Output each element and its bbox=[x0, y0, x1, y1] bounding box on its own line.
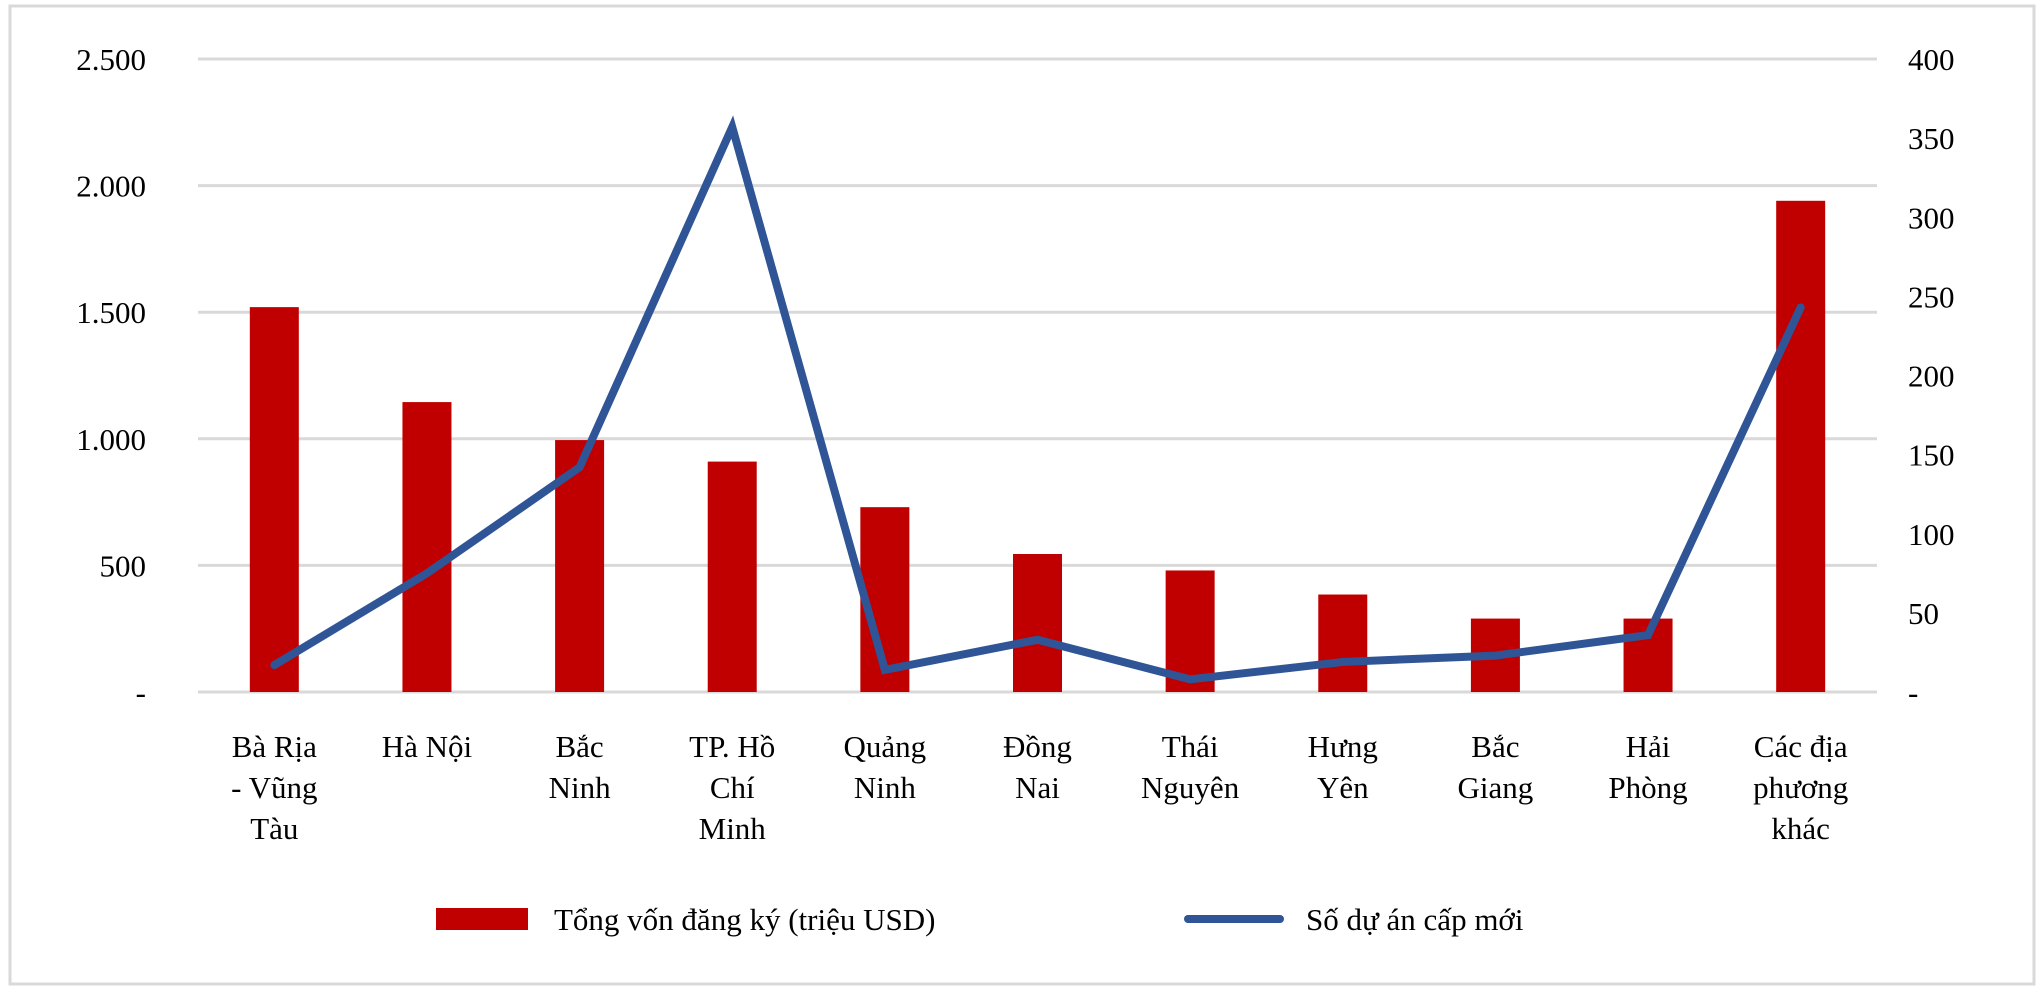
right-tick-label: 250 bbox=[1908, 279, 1955, 314]
category-label: Các địa bbox=[1754, 729, 1848, 764]
legend-line-label: Số dự án cấp mới bbox=[1306, 902, 1524, 937]
left-tick-label: 1.000 bbox=[76, 422, 146, 457]
category-label: Yên bbox=[1317, 770, 1369, 805]
legend-bar-label: Tổng vốn đăng ký (triệu USD) bbox=[554, 902, 935, 937]
category-label: Nai bbox=[1015, 770, 1060, 805]
legend-bar-swatch bbox=[436, 908, 528, 930]
left-tick-label: - bbox=[136, 675, 146, 710]
category-label: Hà Nội bbox=[382, 729, 473, 764]
bar bbox=[1776, 200, 1826, 693]
bar bbox=[1318, 594, 1368, 692]
bar bbox=[402, 402, 452, 692]
category-label: Bắc bbox=[1471, 729, 1519, 764]
category-label: - Vũng bbox=[231, 770, 317, 805]
right-tick-label: 400 bbox=[1908, 42, 1955, 77]
left-tick-label: 500 bbox=[100, 548, 147, 583]
category-label: Bà Rịa bbox=[232, 729, 317, 764]
left-tick-label: 2.500 bbox=[76, 42, 146, 77]
bar bbox=[249, 307, 299, 692]
category-label: Bắc bbox=[555, 729, 603, 764]
category-label: Ninh bbox=[854, 770, 917, 805]
chart-border bbox=[8, 4, 2036, 986]
category-label: Đồng bbox=[1003, 729, 1072, 764]
right-tick-label: 100 bbox=[1908, 517, 1955, 552]
right-tick-label: 300 bbox=[1908, 200, 1955, 235]
category-label: TP. Hồ bbox=[689, 729, 775, 764]
category-label: Thái bbox=[1162, 729, 1219, 764]
right-tick-label: - bbox=[1908, 675, 1918, 710]
legend: Tổng vốn đăng ký (triệu USD) Số dự án cấ… bbox=[436, 902, 1524, 937]
bar bbox=[707, 461, 757, 692]
category-label: Hải bbox=[1626, 729, 1671, 764]
category-label: Quảng bbox=[844, 729, 927, 764]
left-tick-label: 2.000 bbox=[76, 169, 146, 204]
right-tick-label: 150 bbox=[1908, 438, 1955, 473]
category-label: Phòng bbox=[1608, 770, 1687, 805]
bar bbox=[1013, 554, 1062, 692]
right-tick-label: 50 bbox=[1908, 596, 1939, 631]
category-label: Minh bbox=[699, 811, 767, 846]
category-label: Ninh bbox=[549, 770, 612, 805]
left-tick-label: 1.500 bbox=[76, 295, 146, 330]
category-label: phương bbox=[1753, 770, 1848, 805]
category-label: khác bbox=[1771, 811, 1830, 846]
category-label: Giang bbox=[1458, 770, 1534, 805]
category-label: Hưng bbox=[1308, 729, 1378, 764]
category-label: Chí bbox=[710, 770, 755, 805]
category-label: Nguyên bbox=[1141, 770, 1240, 805]
right-tick-label: 350 bbox=[1908, 121, 1955, 156]
category-label: Tàu bbox=[250, 811, 298, 846]
right-tick-label: 200 bbox=[1908, 359, 1955, 394]
